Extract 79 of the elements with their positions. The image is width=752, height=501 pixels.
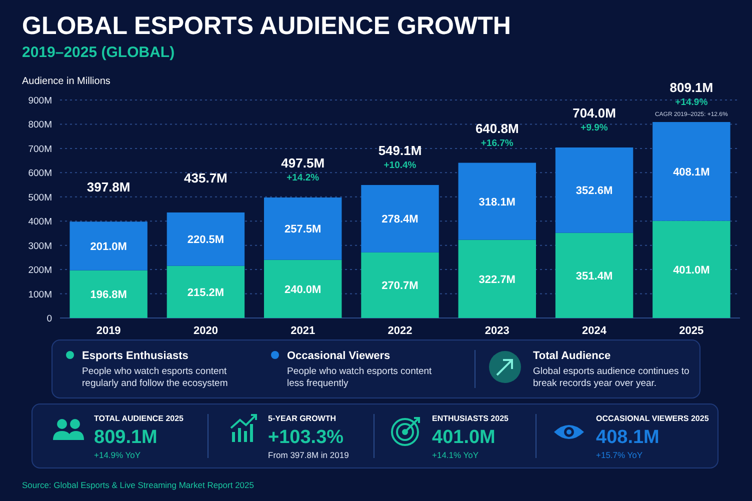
total-label: 809.1M bbox=[670, 80, 714, 96]
total-label: 549.1M bbox=[378, 142, 422, 158]
text: +15.7% YoY bbox=[596, 450, 643, 460]
x-tick-label: 2020 bbox=[193, 325, 218, 337]
data-label: 220.5M bbox=[187, 234, 224, 246]
data-label: 322.7M bbox=[478, 274, 516, 286]
bar bbox=[264, 197, 342, 260]
data-label: 352.6M bbox=[576, 185, 613, 198]
bar bbox=[166, 212, 245, 266]
data-label: 257.5M bbox=[284, 224, 322, 236]
y-tick-label: 800M bbox=[28, 120, 52, 131]
text: +14.1% YoY bbox=[432, 450, 479, 460]
text: ENTHUSIASTS 2025 bbox=[432, 414, 510, 423]
y-tick-label: 300M bbox=[28, 240, 52, 252]
total-label: 497.5M bbox=[281, 155, 325, 170]
source-note: Source: Global Esports & Live Streaming Market Report 2025 bbox=[22, 480, 254, 490]
bar bbox=[70, 270, 148, 318]
data-label: 401.0M bbox=[673, 264, 710, 276]
data-label: 318.1M bbox=[478, 196, 516, 208]
y-tick-label: 600M bbox=[28, 168, 52, 180]
data-label: 278.4M bbox=[382, 214, 418, 226]
text: 408.1M bbox=[596, 427, 660, 448]
x-tick-label: 2021 bbox=[290, 325, 316, 337]
text: Total Audience bbox=[533, 350, 611, 362]
text: +103.3% bbox=[268, 427, 344, 448]
text: 401.0M bbox=[432, 427, 496, 448]
text: People who watch esports content less frequently bbox=[287, 366, 432, 389]
text: +14.9% YoY bbox=[94, 450, 141, 460]
text: Global esports audience continues to break records year over year. bbox=[533, 366, 690, 389]
legend-label: Esports Enthusiasts bbox=[82, 350, 188, 362]
text: 5-YEAR GROWTH bbox=[268, 414, 336, 423]
bar bbox=[555, 232, 634, 318]
bar bbox=[361, 184, 439, 252]
data-label: 201.0M bbox=[90, 240, 127, 253]
data-label: 408.1M bbox=[673, 166, 710, 178]
annotation: +16.7% bbox=[480, 138, 514, 149]
y-tick-label: 100M bbox=[28, 289, 52, 300]
text: 809.1M bbox=[94, 427, 158, 448]
total-label: 640.8M bbox=[475, 120, 519, 136]
text: People who watch esports content regularly and follow the ecosystem bbox=[82, 366, 228, 389]
x-tick-label: 2023 bbox=[484, 325, 510, 337]
text: OCCASIONAL VIEWERS 2025 bbox=[596, 414, 710, 423]
y-tick-label: 200M bbox=[28, 265, 52, 276]
bar bbox=[458, 162, 536, 240]
data-label: 215.2M bbox=[187, 286, 224, 299]
chart-title: GLOBAL ESPORTS AUDIENCE GROWTH bbox=[22, 12, 511, 40]
bar bbox=[70, 222, 148, 270]
data-label: 270.7M bbox=[382, 280, 418, 292]
y-tick-label: 500M bbox=[28, 192, 52, 204]
x-tick-label: 2024 bbox=[582, 325, 608, 337]
total-label: 397.8M bbox=[86, 180, 130, 195]
bar bbox=[264, 260, 342, 318]
bar bbox=[458, 240, 536, 318]
data-label: 351.4M bbox=[576, 270, 613, 282]
annotation: +14.2% bbox=[286, 172, 320, 184]
data-label: 240.0M bbox=[284, 284, 322, 296]
y-tick-label: 0 bbox=[46, 314, 52, 324]
annotation: +10.4% bbox=[384, 160, 417, 171]
bar bbox=[652, 220, 730, 318]
bar bbox=[652, 122, 730, 221]
total-label: 435.7M bbox=[184, 170, 228, 186]
x-tick-label: 2022 bbox=[388, 325, 412, 337]
annotation: +14.9% bbox=[675, 97, 708, 108]
total-label: 704.0M bbox=[572, 105, 616, 120]
y-axis-title: Audience in Millions bbox=[22, 76, 110, 87]
chart-subtitle: 2019–2025 (GLOBAL) bbox=[22, 44, 175, 61]
text: TOTAL AUDIENCE 2025 bbox=[94, 414, 184, 423]
x-tick-label: 2019 bbox=[96, 325, 121, 337]
data-label: 196.8M bbox=[90, 289, 127, 302]
y-tick-label: 900M bbox=[28, 96, 52, 106]
text: From 397.8M in 2019 bbox=[268, 450, 350, 460]
annotation: +9.9% bbox=[580, 122, 608, 134]
x-tick-label: 2025 bbox=[679, 325, 704, 337]
y-tick-label: 400M bbox=[28, 216, 52, 228]
legend-label: Occasional Viewers bbox=[287, 350, 390, 362]
bar bbox=[555, 147, 634, 233]
y-tick-label: 700M bbox=[28, 144, 52, 155]
bar bbox=[361, 252, 439, 318]
bar bbox=[166, 266, 245, 318]
